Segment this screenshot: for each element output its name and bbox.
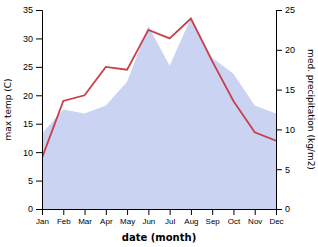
tick-label: Mar <box>78 217 92 226</box>
tick: 5 <box>276 165 290 175</box>
tick-mark <box>191 209 192 215</box>
tick: 30 <box>23 34 42 44</box>
tick-mark <box>233 209 234 215</box>
tick: 25 <box>23 62 42 72</box>
tick: 20 <box>23 91 42 101</box>
tick: 20 <box>276 45 295 55</box>
tick-label: 20 <box>285 45 295 55</box>
tick-label: 0 <box>285 204 290 214</box>
tick-mark <box>276 90 282 91</box>
tick-label: 10 <box>285 125 295 135</box>
tick-label: Dec <box>269 217 283 226</box>
tick: Dec <box>269 209 283 226</box>
tick: Sep <box>206 209 221 226</box>
tick-mark <box>36 38 42 39</box>
tick-mark <box>36 95 42 96</box>
tick-mark <box>255 209 256 215</box>
tick: Aug <box>184 209 198 226</box>
x-axis: Jan Feb Mar Apr May Jun Jul Aug Sep Oct Nov Dec <box>36 209 284 226</box>
tick-label: Feb <box>57 217 71 226</box>
tick-label: Jan <box>36 217 49 226</box>
tick-label: Aug <box>184 217 198 226</box>
tick: Oct <box>228 209 241 226</box>
tick: Nov <box>248 209 262 226</box>
tick: Jun <box>142 209 155 226</box>
tick-label: Sep <box>206 217 221 226</box>
y-axis: 0 5 10 15 20 25 30 35 <box>23 5 43 214</box>
tick: 5 <box>28 176 42 186</box>
tick-label: Jun <box>142 217 155 226</box>
x-axis-title: date (month) <box>122 232 196 243</box>
tick-mark <box>63 209 64 215</box>
tick-label: Apr <box>100 217 113 226</box>
tick-mark <box>36 124 42 125</box>
tick-mark <box>85 209 86 215</box>
tick-mark <box>212 209 213 215</box>
tick: 15 <box>276 85 295 95</box>
tick: 10 <box>23 148 42 158</box>
tick-label: May <box>120 217 135 226</box>
tick-mark <box>276 50 282 51</box>
chart: JanFebMarAprMayJunJulAugSepOctNovDec0510… <box>0 0 318 247</box>
tick: 15 <box>23 119 42 129</box>
plot: JanFebMarAprMayJunJulAugSepOctNovDec0510… <box>23 5 295 225</box>
tick-mark <box>106 209 107 215</box>
tick-mark <box>36 209 42 210</box>
tick: 0 <box>276 204 290 214</box>
tick: Mar <box>78 209 92 226</box>
tick-label: 10 <box>23 148 33 158</box>
tick-label: 15 <box>285 85 295 95</box>
tick-mark <box>276 10 282 11</box>
tick: 0 <box>28 204 42 214</box>
tick-mark <box>276 129 282 130</box>
tick-label: 25 <box>285 5 295 15</box>
tick-label: 15 <box>23 119 33 129</box>
tick-mark <box>36 181 42 182</box>
axis-domain <box>277 11 283 210</box>
tick-label: Jul <box>165 217 175 226</box>
line <box>42 19 276 158</box>
marks <box>42 18 276 209</box>
tick-label: 0 <box>28 204 33 214</box>
tick: Jul <box>165 209 175 226</box>
tick: 25 <box>276 5 295 15</box>
tick: 35 <box>23 5 42 15</box>
tick: Apr <box>100 209 113 226</box>
tick-mark <box>36 10 42 11</box>
y2-axis: 0 5 10 15 20 25 <box>276 5 295 214</box>
tick-label: 30 <box>23 34 33 44</box>
tick-label: 5 <box>28 176 33 186</box>
tick-mark <box>148 209 149 215</box>
tick-mark <box>276 169 282 170</box>
tick: May <box>120 209 135 226</box>
axis-domain <box>36 11 43 210</box>
tick: Jan <box>36 209 49 226</box>
tick-mark <box>170 209 171 215</box>
tick-mark <box>276 209 282 210</box>
tick-mark <box>127 209 128 215</box>
tick-label: Nov <box>248 217 262 226</box>
tick-label: 25 <box>23 62 33 72</box>
tick: 10 <box>276 125 295 135</box>
tick: Feb <box>57 209 71 226</box>
tick-mark <box>36 67 42 68</box>
y-axis-title: max temp (C) <box>3 78 13 140</box>
tick-label: 35 <box>23 5 33 15</box>
tick-label: 5 <box>285 165 290 175</box>
tick-mark <box>36 152 42 153</box>
y2-axis-title: med. precipitation (kg/m2) <box>306 49 316 170</box>
tick-label: Oct <box>228 217 241 226</box>
tick-label: 20 <box>23 91 33 101</box>
axis-domain <box>43 210 277 216</box>
area <box>42 18 276 209</box>
